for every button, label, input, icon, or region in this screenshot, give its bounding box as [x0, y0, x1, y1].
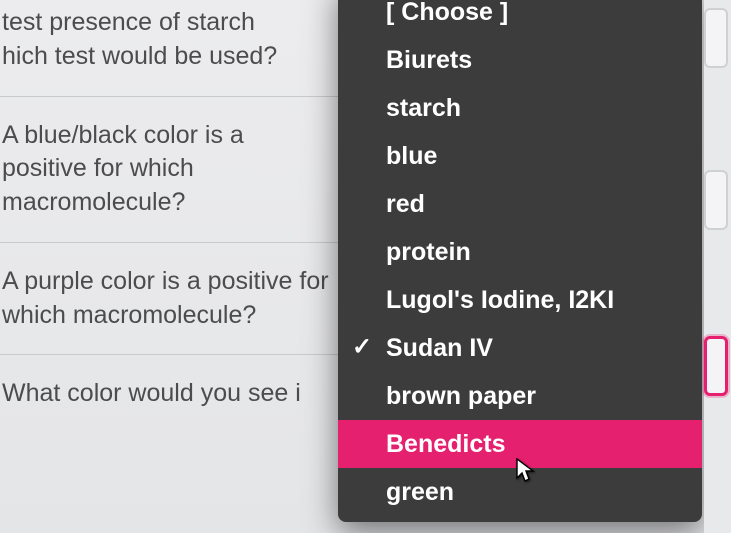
- dropdown-option[interactable]: green: [338, 468, 702, 516]
- dropdown-option[interactable]: Lugol's Iodine, I2KI: [338, 276, 702, 324]
- quiz-page: test presence of starchhich test would b…: [0, 0, 731, 533]
- dropdown-option[interactable]: Biurets: [338, 36, 702, 84]
- question-row: A blue/black color is a positive for whi…: [0, 96, 340, 242]
- option-label: [ Choose ]: [386, 0, 508, 26]
- dropdown-option[interactable]: brown paper: [338, 372, 702, 420]
- dropdown-option[interactable]: red: [338, 180, 702, 228]
- dropdown-option[interactable]: starch: [338, 84, 702, 132]
- answer-dropdown-menu[interactable]: [ Choose ] Biurets starch blue red protein Lu…: [338, 0, 702, 522]
- question-row: What color would you see i: [0, 354, 340, 433]
- dropdown-option[interactable]: protein: [338, 228, 702, 276]
- dropdown-option[interactable]: Benedicts: [338, 420, 702, 468]
- option-label: Sudan IV: [386, 334, 493, 362]
- option-label: starch: [386, 94, 461, 122]
- question-text: A blue/black color is a positive for whi…: [2, 121, 244, 217]
- checkmark-icon: ✓: [352, 334, 372, 363]
- dropdown-placeholder[interactable]: [ Choose ]: [338, 0, 702, 36]
- question-row: test presence of starchhich test would b…: [0, 6, 340, 96]
- question-text: What color would you see i: [2, 379, 301, 407]
- option-label: red: [386, 190, 425, 218]
- option-label: Benedicts: [386, 430, 505, 458]
- question-row: A purple color is a positive for which m…: [0, 242, 340, 355]
- option-label: protein: [386, 238, 471, 266]
- answer-select-rail: [704, 0, 731, 533]
- option-label: Lugol's Iodine, I2KI: [386, 286, 614, 314]
- question-list: test presence of starchhich test would b…: [0, 0, 340, 433]
- dropdown-option[interactable]: blue: [338, 132, 702, 180]
- option-label: blue: [386, 142, 437, 170]
- option-label: brown paper: [386, 382, 536, 410]
- answer-select-box[interactable]: [704, 170, 728, 230]
- answer-select-box[interactable]: [704, 8, 728, 68]
- question-text: A purple color is a positive for which m…: [2, 267, 329, 329]
- answer-select-box[interactable]: [704, 336, 728, 396]
- option-label: green: [386, 478, 454, 506]
- question-text: test presence of starchhich test would b…: [2, 8, 277, 70]
- option-label: Biurets: [386, 46, 472, 74]
- dropdown-option[interactable]: ✓ Sudan IV: [338, 324, 702, 372]
